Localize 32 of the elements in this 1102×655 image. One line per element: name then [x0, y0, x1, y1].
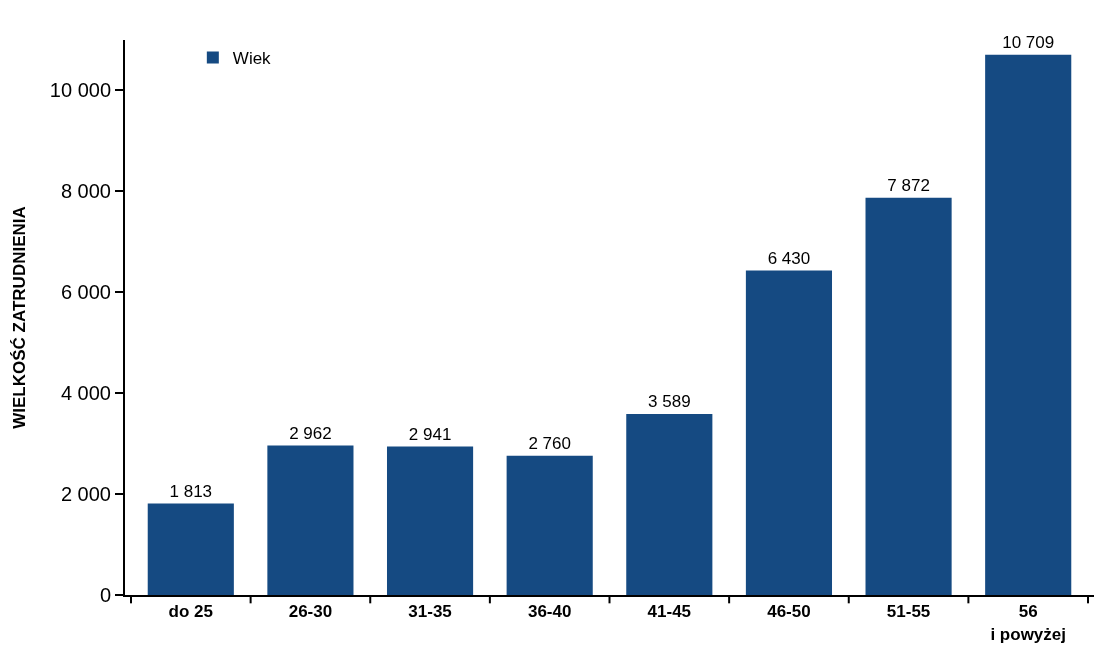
data-label: 2 760 [528, 433, 571, 453]
x-tick-label: 36-40 [527, 602, 572, 622]
x-tick-label: do 25 [168, 602, 213, 622]
bar [865, 197, 952, 595]
x-tick-label: 41-45 [647, 602, 692, 622]
x-tick-label: 56 i powyżej [990, 602, 1066, 644]
bar [745, 270, 833, 595]
data-label: 10 709 [1002, 32, 1055, 52]
data-label: 7 872 [887, 175, 930, 195]
bar [147, 503, 234, 595]
x-tick-label: 26-30 [288, 602, 333, 622]
data-label: 3 589 [648, 391, 691, 411]
y-tick-label: 6 000 [60, 281, 111, 304]
x-tick-label: 51-55 [886, 602, 931, 622]
y-tick-label: 10 000 [49, 79, 111, 102]
data-label: 1 813 [169, 481, 213, 501]
data-label: 2 941 [408, 424, 452, 444]
y-tick-label: 4 000 [60, 382, 111, 405]
bar [386, 446, 474, 595]
bar [506, 455, 593, 595]
x-tick-label: 46-50 [767, 602, 811, 622]
x-tick-label: 31-35 [408, 602, 452, 622]
legend-label: Wiek [232, 49, 272, 69]
y-tick-label: 8 000 [60, 180, 111, 203]
bar [267, 445, 354, 595]
bar [985, 54, 1072, 595]
y-axis-title: WIELKOŚĆ ZATRUDNIENIA [9, 206, 29, 429]
bar [626, 413, 713, 595]
data-label: 2 962 [289, 423, 332, 443]
y-tick-label: 0 [99, 584, 111, 606]
y-tick-label: 2 000 [60, 483, 111, 506]
data-label: 6 430 [767, 248, 811, 268]
